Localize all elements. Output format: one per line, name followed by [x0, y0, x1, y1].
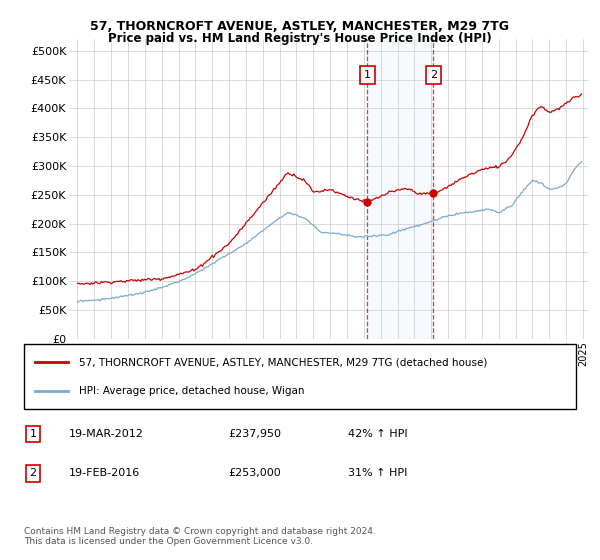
Text: HPI: Average price, detached house, Wigan: HPI: Average price, detached house, Wiga… — [79, 386, 305, 396]
Text: 57, THORNCROFT AVENUE, ASTLEY, MANCHESTER, M29 7TG: 57, THORNCROFT AVENUE, ASTLEY, MANCHESTE… — [91, 20, 509, 32]
Text: 31% ↑ HPI: 31% ↑ HPI — [348, 468, 407, 478]
Text: 2: 2 — [29, 468, 37, 478]
Bar — [367, 39, 433, 339]
Text: 19-MAR-2012: 19-MAR-2012 — [69, 429, 144, 439]
Text: 19-FEB-2016: 19-FEB-2016 — [69, 468, 140, 478]
Text: Contains HM Land Registry data © Crown copyright and database right 2024.
This d: Contains HM Land Registry data © Crown c… — [24, 526, 376, 546]
Text: 42% ↑ HPI: 42% ↑ HPI — [348, 429, 407, 439]
Text: 2: 2 — [430, 70, 437, 80]
Text: £237,950: £237,950 — [228, 429, 281, 439]
Text: 1: 1 — [364, 70, 371, 80]
Text: 1: 1 — [29, 429, 37, 439]
Text: Price paid vs. HM Land Registry's House Price Index (HPI): Price paid vs. HM Land Registry's House … — [108, 32, 492, 45]
Text: 57, THORNCROFT AVENUE, ASTLEY, MANCHESTER, M29 7TG (detached house): 57, THORNCROFT AVENUE, ASTLEY, MANCHESTE… — [79, 357, 488, 367]
FancyBboxPatch shape — [24, 344, 576, 409]
Text: £253,000: £253,000 — [228, 468, 281, 478]
